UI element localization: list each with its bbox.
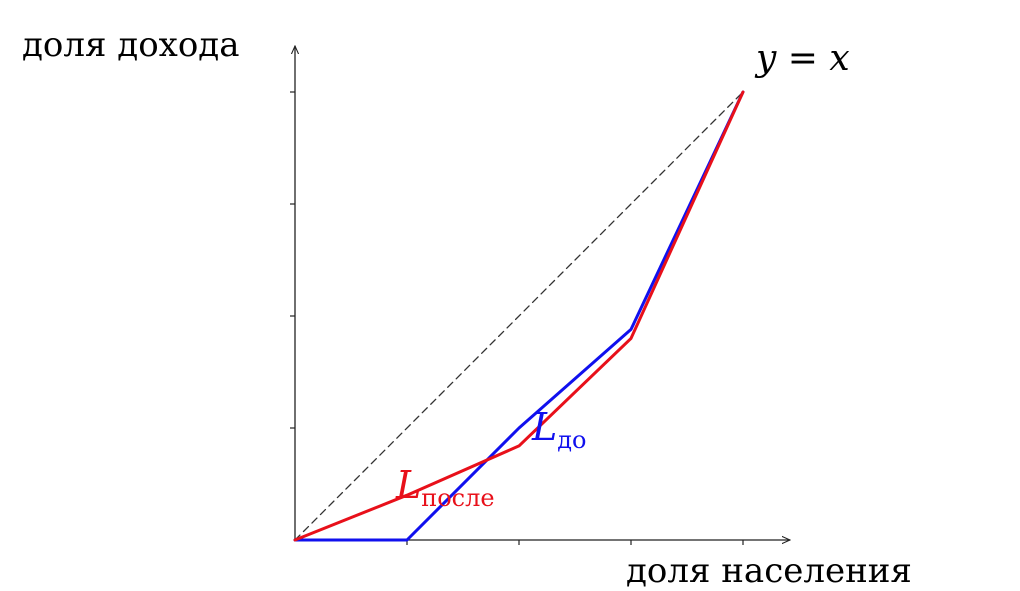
series-lines [293, 90, 745, 542]
x-axis-label: доля населения [626, 551, 912, 591]
series-label-after: Lпосле [395, 463, 495, 512]
labels: доля дохода доля населения y = x Lдо Lпо… [22, 25, 912, 591]
series-label-before-sub: до [557, 426, 586, 454]
y-axis-label: доля дохода [22, 25, 240, 65]
series-label-before-main: L [531, 405, 557, 449]
series-label-after-sub: после [421, 484, 494, 512]
series-line-before [293, 90, 745, 542]
series-line-after [293, 90, 745, 542]
series-label-before: Lдо [531, 405, 586, 454]
series-line-diagonal [294, 91, 744, 541]
series-label-diagonal: y = x [754, 38, 850, 79]
series-label-after-main: L [395, 463, 421, 507]
